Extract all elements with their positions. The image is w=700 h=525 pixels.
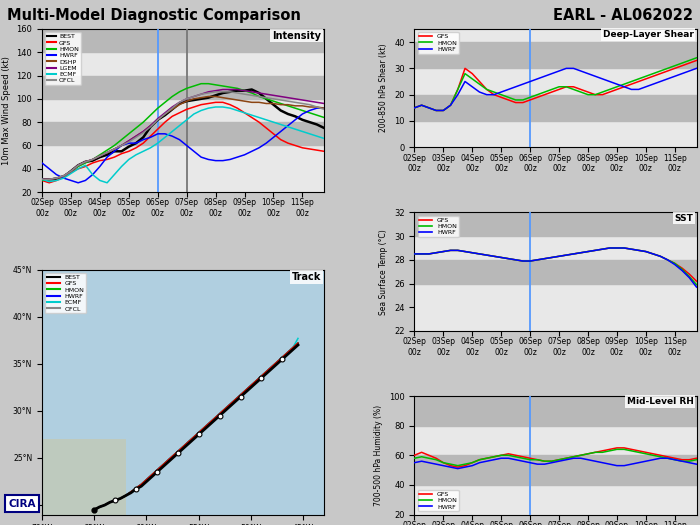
Bar bbox=[414, 396, 696, 426]
Y-axis label: 10m Max Wind Speed (kt): 10m Max Wind Speed (kt) bbox=[2, 56, 10, 165]
Bar bbox=[414, 94, 696, 121]
Text: Deep-Layer Shear: Deep-Layer Shear bbox=[603, 30, 694, 39]
Text: Mid-Level RH: Mid-Level RH bbox=[626, 397, 694, 406]
Bar bbox=[414, 260, 696, 284]
Legend: GFS, HMON, HWRF: GFS, HMON, HWRF bbox=[417, 216, 458, 237]
Y-axis label: 200-850 hPa Shear (kt): 200-850 hPa Shear (kt) bbox=[379, 44, 389, 132]
Bar bbox=[414, 42, 696, 68]
Text: Track: Track bbox=[292, 272, 321, 282]
Legend: GFS, HMON, HWRF: GFS, HMON, HWRF bbox=[417, 32, 458, 54]
Text: CIRA: CIRA bbox=[8, 499, 36, 509]
Bar bbox=[42, 122, 324, 145]
Bar bbox=[414, 455, 696, 485]
Text: Intensity: Intensity bbox=[272, 30, 321, 40]
Y-axis label: 700-500 hPa Humidity (%): 700-500 hPa Humidity (%) bbox=[374, 405, 384, 506]
Bar bbox=[42, 76, 324, 99]
Text: Multi-Model Diagnostic Comparison: Multi-Model Diagnostic Comparison bbox=[7, 8, 301, 23]
Bar bbox=[414, 213, 696, 236]
Legend: BEST, GFS, HMON, HWRF, DSHP, LGEM, ECMF, OFCL: BEST, GFS, HMON, HWRF, DSHP, LGEM, ECMF,… bbox=[45, 32, 80, 85]
Text: SST: SST bbox=[675, 214, 694, 223]
Legend: BEST, GFS, HMON, HWRF, ECMF, OFCL: BEST, GFS, HMON, HWRF, ECMF, OFCL bbox=[45, 273, 86, 313]
Bar bbox=[42, 439, 125, 514]
Y-axis label: Sea Surface Temp (°C): Sea Surface Temp (°C) bbox=[379, 229, 389, 314]
Bar bbox=[42, 29, 324, 52]
Legend: GFS, HMON, HWRF: GFS, HMON, HWRF bbox=[417, 490, 458, 511]
Text: EARL - AL062022: EARL - AL062022 bbox=[553, 8, 693, 23]
